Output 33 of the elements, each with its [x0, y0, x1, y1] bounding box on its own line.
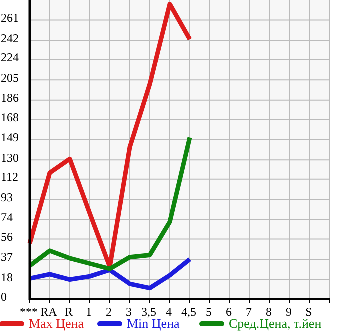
- y-tick-label: 261: [1, 11, 19, 26]
- legend-label: Сред.Цена, т.йен: [229, 316, 322, 331]
- y-tick-label: 112: [1, 170, 19, 184]
- x-tick-label: 7: [246, 305, 252, 319]
- x-tick-label: 8: [266, 305, 272, 319]
- y-tick-label: 56: [1, 230, 13, 244]
- y-tick-label: 205: [1, 70, 19, 85]
- y-tick-label: 18: [1, 270, 13, 285]
- x-tick-label: 9: [286, 305, 292, 319]
- x-tick-label: 2: [106, 305, 112, 319]
- y-tick-label: 149: [1, 130, 19, 145]
- y-tick-label: 37: [1, 250, 13, 264]
- y-tick-label: 168: [1, 110, 19, 124]
- x-tick-label: R: [64, 305, 74, 319]
- y-tick-label: 0: [1, 290, 7, 304]
- x-tick-label: ***: [20, 305, 38, 319]
- y-tick-label: 224: [1, 50, 19, 65]
- y-tick-label: 93: [1, 190, 13, 204]
- x-tick-label: 3,5: [142, 305, 156, 319]
- legend-label: Max Цена: [29, 316, 84, 331]
- y-tick-label: 74: [1, 210, 13, 225]
- x-tick-label: RA: [40, 305, 58, 319]
- x-tick-label: 4,5: [182, 305, 196, 319]
- y-tick-label: 242: [1, 31, 19, 46]
- x-tick-label: 3: [126, 305, 132, 319]
- line-series: [28, 2, 192, 270]
- y-tick-label: 130: [1, 150, 19, 165]
- x-tick-label: 5: [206, 305, 212, 319]
- x-tick-label: 1: [86, 305, 92, 319]
- y-tick-label: 186: [1, 91, 19, 106]
- x-tick-label: 4: [166, 305, 172, 319]
- x-tick-label: S: [306, 305, 312, 319]
- x-tick-label: 6: [226, 305, 232, 319]
